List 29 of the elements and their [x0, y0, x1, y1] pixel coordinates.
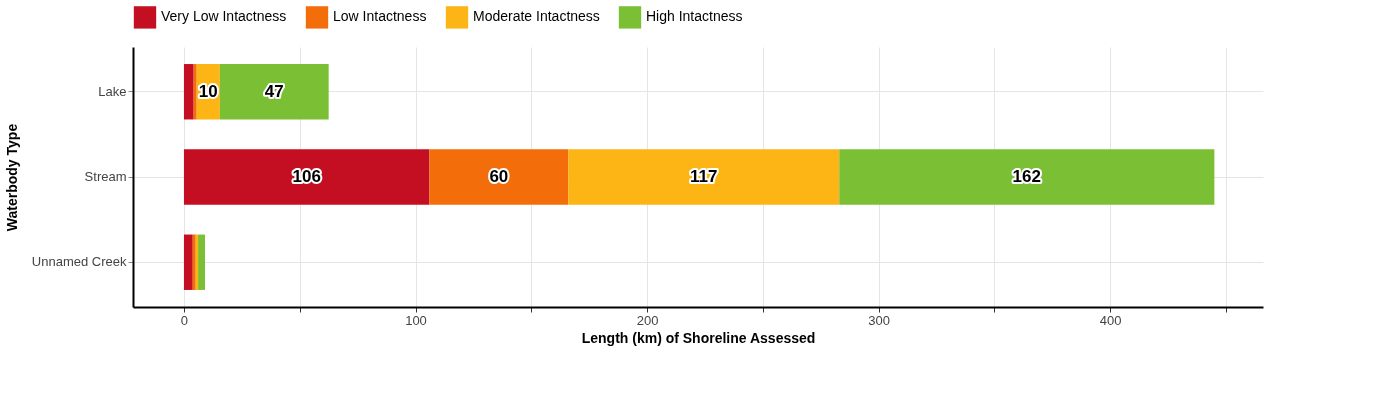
y-tick-label: Lake	[98, 83, 127, 99]
x-tick-label: 400	[1099, 312, 1122, 328]
bar	[198, 234, 206, 290]
data-label: 10	[198, 81, 218, 101]
data-label: 117	[690, 167, 718, 186]
legend-label: Moderate Intactness	[473, 8, 600, 25]
bar	[183, 64, 194, 120]
legend-label: High Intactness	[646, 8, 743, 25]
x-axis-title: Length (km) of Shoreline Assessed	[581, 329, 816, 346]
bar	[429, 149, 569, 205]
bar	[219, 64, 329, 120]
y-tick-label: Stream	[84, 169, 127, 184]
data-label: 162	[1012, 167, 1041, 186]
x-tick-label: 0	[180, 312, 189, 328]
x-tick-label: 100	[405, 312, 427, 328]
y-axis-title: Waterbody Type	[3, 123, 20, 232]
y-tick-label: Unnamed Creek	[31, 254, 127, 270]
data-label: 106	[292, 167, 321, 186]
bar	[839, 149, 1215, 205]
x-tick-label: 200	[636, 312, 659, 328]
data-label: 47	[264, 81, 284, 101]
x-tick-label: 300	[868, 312, 890, 328]
bar	[193, 64, 197, 120]
bar	[183, 149, 430, 205]
data-label: 60	[489, 167, 509, 186]
legend-label: Low Intactness	[333, 8, 427, 25]
legend-label: Very Low Intactness	[161, 8, 287, 25]
bar	[568, 149, 840, 205]
bar	[183, 234, 193, 290]
